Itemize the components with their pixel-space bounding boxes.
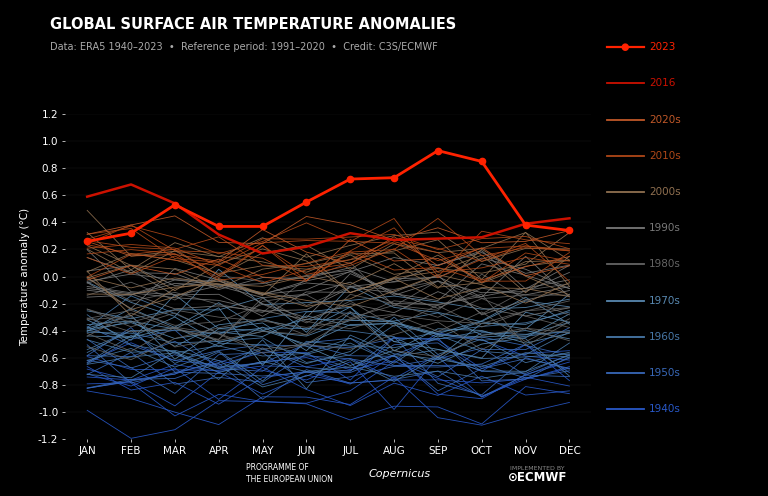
Text: 2010s: 2010s [649, 151, 680, 161]
Text: 1990s: 1990s [649, 223, 681, 233]
Text: 1940s: 1940s [649, 404, 681, 414]
Text: 1970s: 1970s [649, 296, 681, 306]
Text: 2016: 2016 [649, 78, 675, 88]
Text: 2023: 2023 [649, 42, 675, 52]
Text: 1980s: 1980s [649, 259, 681, 269]
Text: Data: ERA5 1940–2023  •  Reference period: 1991–2020  •  Credit: C3S/ECMWF: Data: ERA5 1940–2023 • Reference period:… [50, 42, 438, 52]
Text: 2020s: 2020s [649, 115, 680, 124]
Text: ⊙ECMWF: ⊙ECMWF [508, 471, 568, 484]
Text: PROGRAMME OF
THE EUROPEAN UNION: PROGRAMME OF THE EUROPEAN UNION [246, 463, 333, 484]
Text: IMPLEMENTED BY: IMPLEMENTED BY [510, 466, 565, 471]
Y-axis label: Temperature anomaly (°C): Temperature anomaly (°C) [20, 207, 30, 346]
Text: ●: ● [621, 42, 630, 52]
Text: GLOBAL SURFACE AIR TEMPERATURE ANOMALIES: GLOBAL SURFACE AIR TEMPERATURE ANOMALIES [50, 17, 456, 32]
Text: 1950s: 1950s [649, 368, 681, 378]
Text: 1960s: 1960s [649, 332, 681, 342]
Text: Copernicus: Copernicus [369, 469, 430, 479]
Text: 2000s: 2000s [649, 187, 680, 197]
